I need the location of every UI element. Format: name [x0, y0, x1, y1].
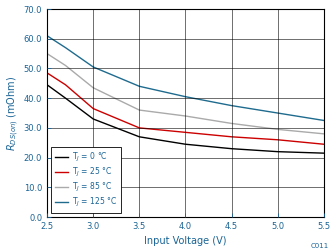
X-axis label: Input Voltage (V): Input Voltage (V)	[144, 236, 227, 246]
T$_J$ = 0 °C	[229, 147, 234, 150]
T$_J$ = 85 °C	[64, 64, 68, 67]
T$_J$ = 25 °C	[322, 143, 326, 146]
T$_J$ = 0 °C	[45, 83, 49, 86]
T$_J$ = 25 °C	[276, 138, 280, 141]
T$_J$ = 0 °C	[276, 150, 280, 153]
T$_J$ = 85 °C	[183, 114, 187, 117]
T$_J$ = 125 °C	[137, 85, 141, 88]
Line: T$_J$ = 0 °C: T$_J$ = 0 °C	[47, 85, 324, 153]
T$_J$ = 25 °C	[45, 71, 49, 74]
T$_J$ = 125 °C	[322, 119, 326, 122]
T$_J$ = 85 °C	[137, 109, 141, 112]
Text: C011: C011	[311, 243, 329, 249]
T$_J$ = 0 °C	[91, 117, 95, 120]
T$_J$ = 25 °C	[64, 83, 68, 86]
T$_J$ = 125 °C	[91, 66, 95, 69]
Line: T$_J$ = 85 °C: T$_J$ = 85 °C	[47, 54, 324, 134]
T$_J$ = 85 °C	[276, 128, 280, 131]
Legend: T$_J$ = 0 °C, T$_J$ = 25 °C, T$_J$ = 85 °C, T$_J$ = 125 °C: T$_J$ = 0 °C, T$_J$ = 25 °C, T$_J$ = 85 …	[51, 147, 121, 213]
T$_J$ = 25 °C	[137, 127, 141, 130]
T$_J$ = 0 °C	[322, 152, 326, 155]
T$_J$ = 125 °C	[64, 46, 68, 49]
T$_J$ = 25 °C	[229, 135, 234, 138]
T$_J$ = 125 °C	[229, 104, 234, 107]
T$_J$ = 0 °C	[64, 97, 68, 100]
T$_J$ = 85 °C	[91, 86, 95, 89]
Line: T$_J$ = 125 °C: T$_J$ = 125 °C	[47, 36, 324, 120]
T$_J$ = 125 °C	[276, 112, 280, 115]
Line: T$_J$ = 25 °C: T$_J$ = 25 °C	[47, 73, 324, 144]
T$_J$ = 125 °C	[183, 95, 187, 98]
T$_J$ = 85 °C	[45, 52, 49, 55]
T$_J$ = 0 °C	[183, 143, 187, 146]
T$_J$ = 25 °C	[91, 107, 95, 110]
T$_J$ = 25 °C	[183, 131, 187, 134]
T$_J$ = 85 °C	[322, 132, 326, 135]
T$_J$ = 125 °C	[45, 34, 49, 37]
Y-axis label: $R_{DS(on)}$ (mOhm): $R_{DS(on)}$ (mOhm)	[6, 75, 21, 151]
T$_J$ = 85 °C	[229, 122, 234, 125]
T$_J$ = 0 °C	[137, 135, 141, 138]
